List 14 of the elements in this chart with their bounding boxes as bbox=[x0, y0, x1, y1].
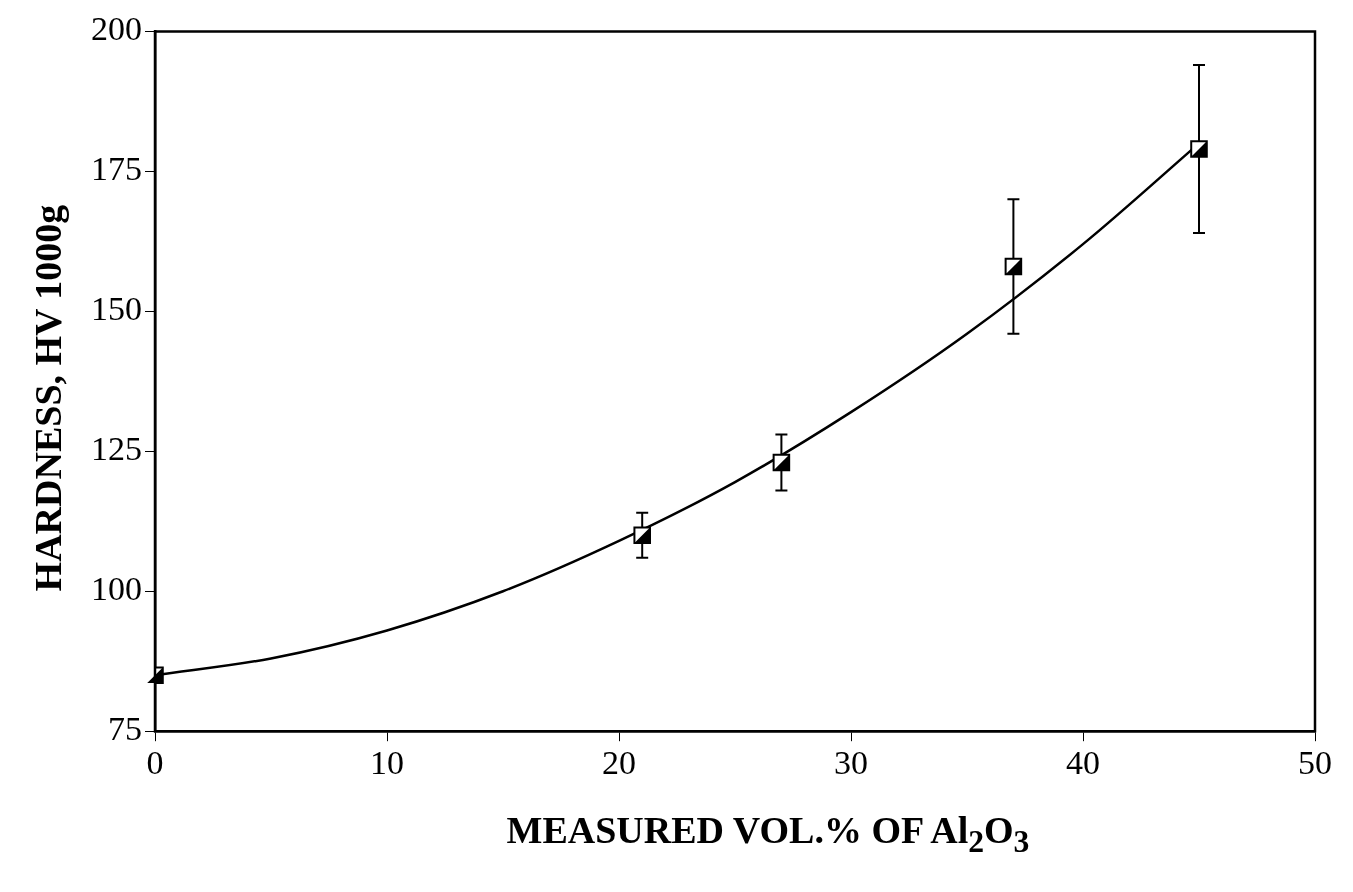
y-tick-label: 100 bbox=[91, 570, 142, 608]
x-tick-label: 20 bbox=[602, 743, 636, 781]
x-tick-label: 10 bbox=[370, 743, 404, 781]
y-tick-label: 125 bbox=[91, 430, 142, 468]
x-tick-label: 50 bbox=[1298, 743, 1332, 781]
x-tick-label: 30 bbox=[834, 743, 868, 781]
y-tick-label: 150 bbox=[91, 290, 142, 328]
x-tick-label: 0 bbox=[146, 743, 164, 781]
y-axis-title: HARDNESS, HV 1000g bbox=[26, 204, 70, 592]
y-tick-label: 75 bbox=[108, 710, 142, 748]
y-tick-label: 200 bbox=[91, 10, 142, 48]
y-tick-label: 175 bbox=[91, 150, 142, 188]
x-tick-label: 40 bbox=[1066, 743, 1100, 781]
x-axis-title: MEASURED VOL.% OF Al$_{2}$O$_{3}$ bbox=[505, 808, 1031, 860]
